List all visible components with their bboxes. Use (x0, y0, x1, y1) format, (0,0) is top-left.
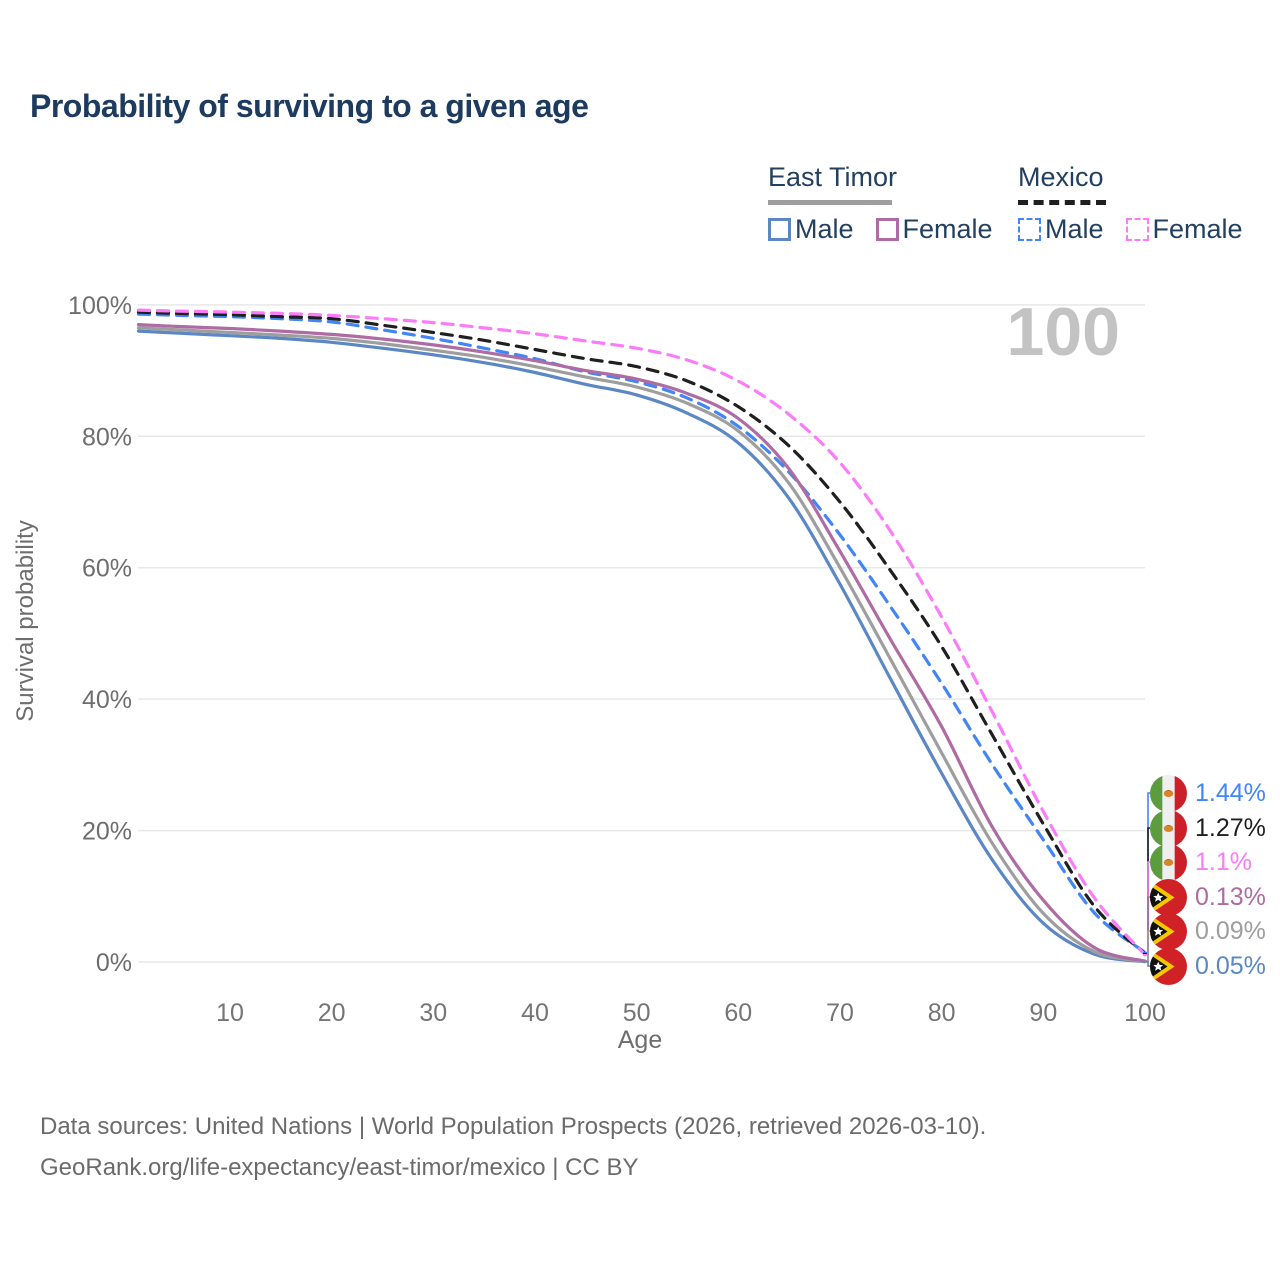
series-line-east-timor-female (136, 323, 1147, 963)
y-tick-label: 100% (68, 292, 132, 320)
y-tick-label: 0% (96, 949, 132, 977)
page-title: Probability of surviving to a given age (30, 88, 589, 124)
end-label-mexico-female: 1.1% (1150, 844, 1252, 880)
east-timor-line-style-swatch (768, 200, 892, 205)
legend-label-female: Female (902, 214, 993, 244)
end-value: 0.05% (1195, 951, 1266, 980)
legend-country-east-timor[interactable]: East Timor (768, 162, 898, 192)
attribution-line: GeoRank.org/life-expectancy/east-timor/m… (40, 1154, 639, 1181)
end-label-east-timor-both: 0.09% (1150, 913, 1266, 949)
end-label-east-timor-female: 0.13% (1150, 879, 1266, 915)
east-timor-flag-icon (1150, 879, 1187, 916)
mexico-male-swatch (1018, 218, 1041, 241)
age-counter: 100 (1006, 294, 1120, 370)
series-line-mexico-male (136, 312, 1147, 955)
legend: East Timor Male Female Mexico (0, 162, 1280, 245)
end-value: 0.09% (1195, 916, 1266, 945)
end-label-mexico-male: 1.44% (1150, 775, 1266, 811)
y-tick-label: 80% (82, 423, 132, 451)
x-tick-label: 30 (419, 999, 447, 1027)
east-timor-female-swatch (875, 218, 899, 241)
x-tick-label: 10 (216, 999, 244, 1027)
legend-label-female: Female (1152, 214, 1243, 244)
mexico-flag-icon (1150, 810, 1187, 847)
legend-country-mexico[interactable]: Mexico (1018, 162, 1104, 192)
legend-item-mexico-female[interactable]: Female (1125, 214, 1243, 245)
mexico-line-style-swatch (1018, 200, 1106, 205)
x-tick-label: 50 (623, 999, 651, 1027)
y-tick-label: 40% (82, 686, 132, 714)
mexico-female-swatch (1125, 218, 1149, 241)
x-tick-label: 40 (521, 999, 549, 1027)
legend-item-east-timor-male[interactable]: Male (768, 214, 854, 245)
y-tick-label: 20% (82, 818, 132, 846)
series-line-mexico-female (136, 308, 1147, 957)
x-tick-label: 90 (1029, 999, 1057, 1027)
series-line-east-timor-male (136, 329, 1147, 964)
end-value: 1.1% (1195, 847, 1252, 876)
end-value: 1.27% (1195, 813, 1266, 842)
legend-item-mexico-male[interactable]: Male (1018, 214, 1104, 245)
east-timor-flag-icon (1150, 913, 1187, 950)
end-value: 0.13% (1195, 882, 1266, 911)
east-timor-male-swatch (768, 218, 791, 241)
end-label-east-timor-male: 0.05% (1150, 948, 1266, 984)
x-tick-label: 100 (1124, 999, 1166, 1027)
legend-head-mexico: Mexico (1018, 162, 1243, 205)
end-value: 1.44% (1195, 778, 1266, 807)
legend-group-mexico: Mexico Male Female (1018, 162, 1243, 245)
x-axis-title: Age (617, 1026, 663, 1054)
footer: Data sources: United Nations | World Pop… (40, 1106, 986, 1188)
y-axis-title: Survival probability (12, 520, 39, 722)
end-label-mexico-both: 1.27% (1150, 810, 1266, 846)
x-tick-label: 80 (928, 999, 956, 1027)
east-timor-flag-icon (1150, 948, 1187, 985)
x-tick-label: 20 (318, 999, 346, 1027)
series-line-mexico-both-sexes (136, 310, 1147, 956)
mexico-flag-icon (1150, 775, 1187, 812)
legend-group-east-timor: East Timor Male Female (768, 162, 993, 245)
x-tick-label: 60 (724, 999, 752, 1027)
y-tick-label: 60% (82, 555, 132, 583)
series-line-east-timor-both-sexes (136, 326, 1147, 963)
legend-head-east-timor: East Timor (768, 162, 993, 205)
x-tick-label: 70 (826, 999, 854, 1027)
legend-item-east-timor-female[interactable]: Female (875, 214, 993, 245)
mexico-flag-icon (1150, 844, 1187, 881)
legend-label-male: Male (1045, 214, 1104, 244)
legend-label-male: Male (795, 214, 854, 244)
data-sources-line: Data sources: United Nations | World Pop… (40, 1113, 987, 1140)
